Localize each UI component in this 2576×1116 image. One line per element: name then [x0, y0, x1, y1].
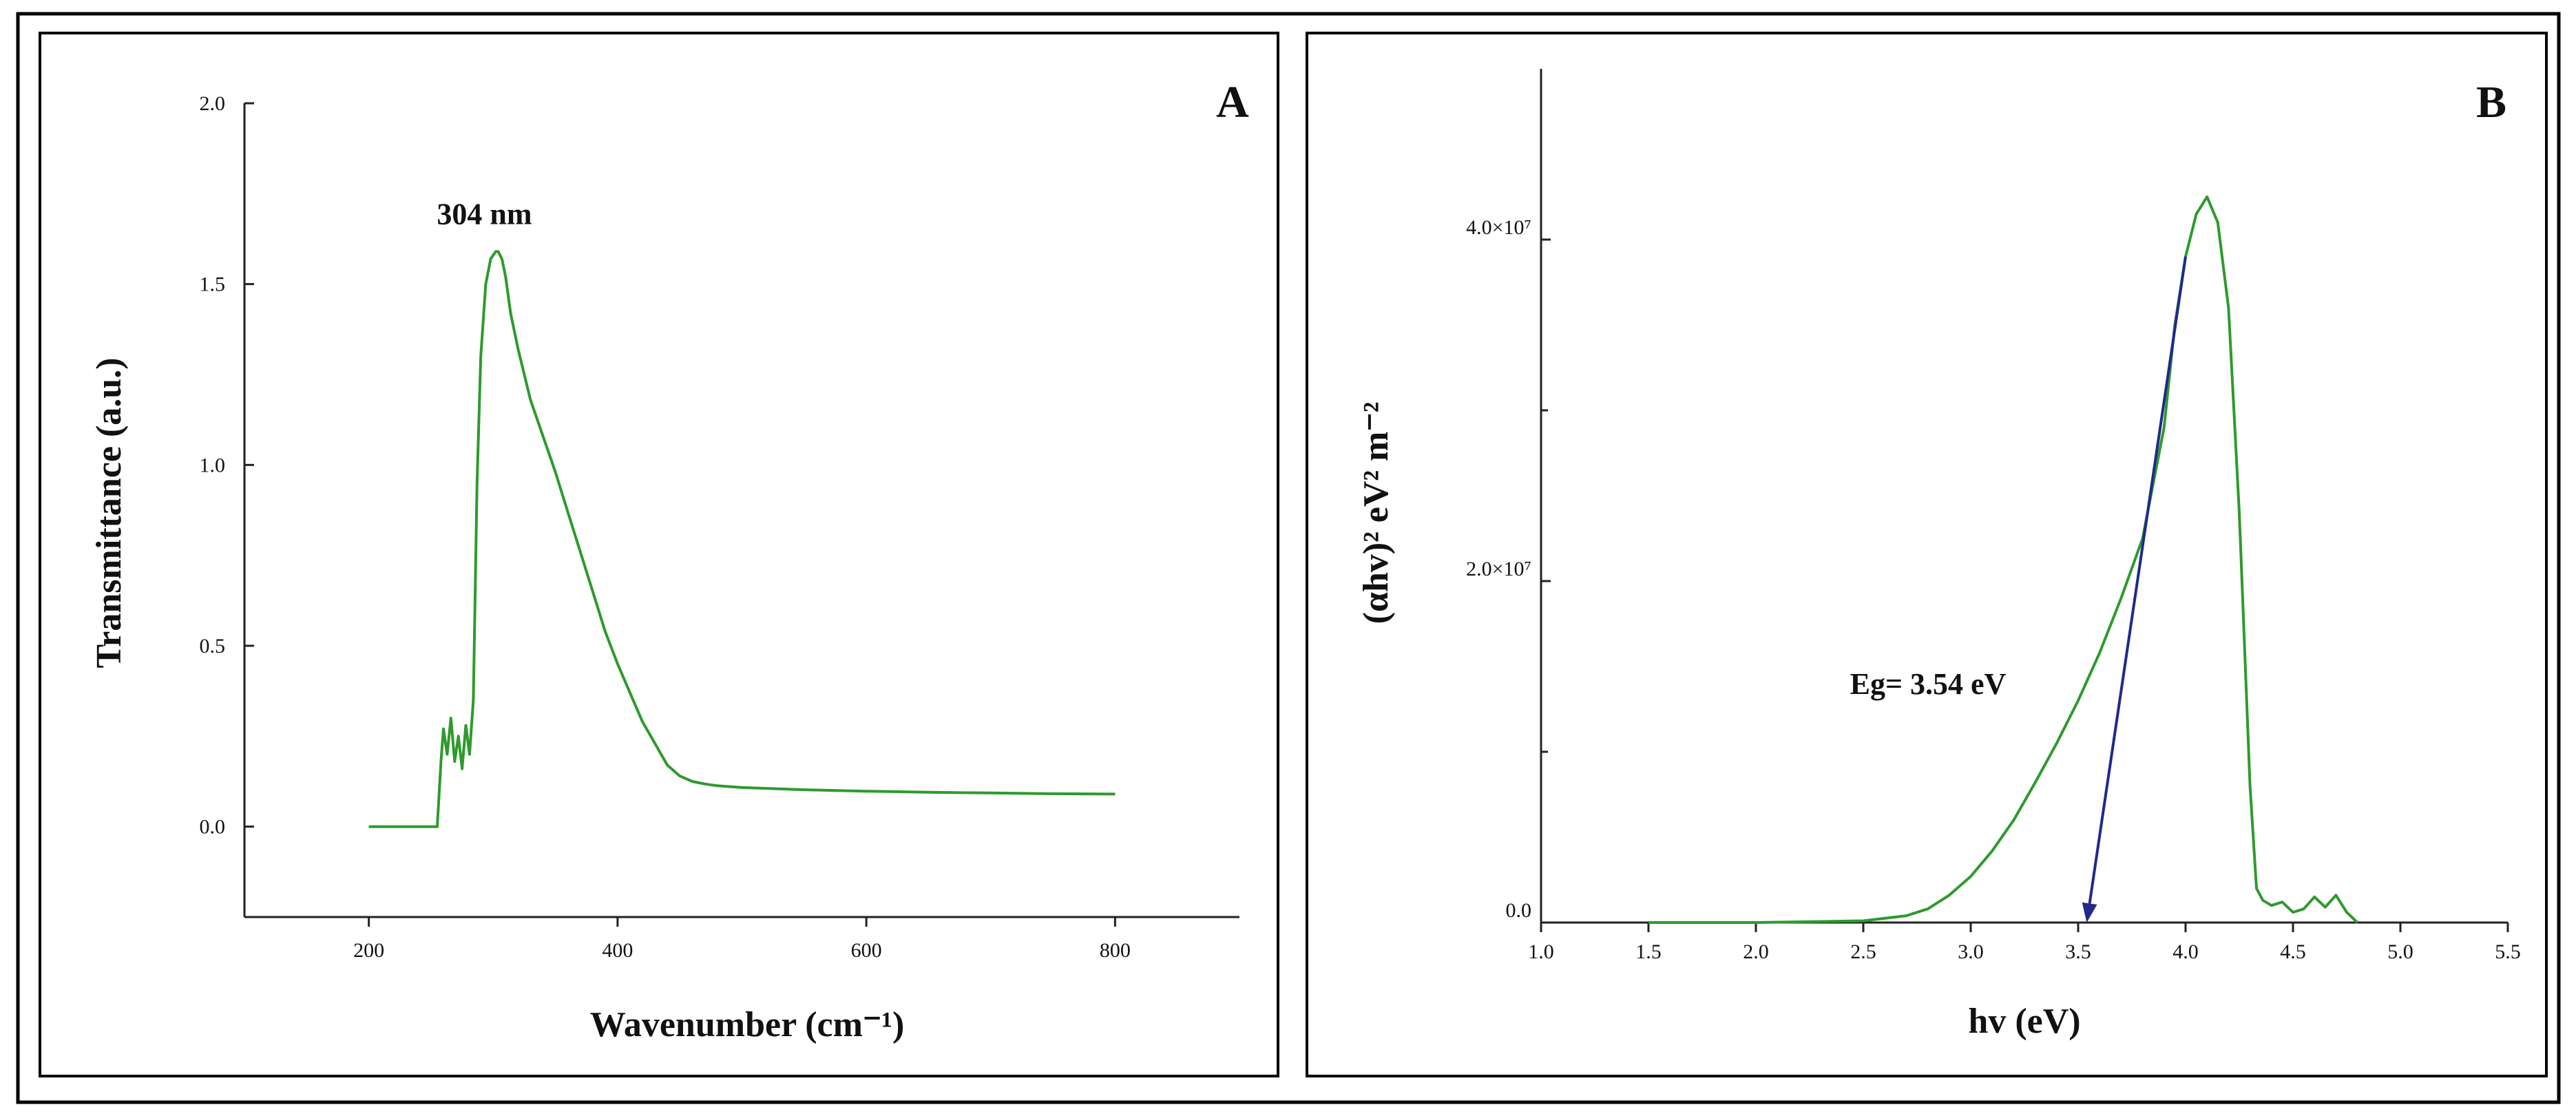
panel-a-frame	[39, 32, 1279, 1077]
panel-b-x-tick-label: 3.5	[2065, 940, 2091, 963]
panel-a-y-ticks: 0.0 0.5 1.0 1.5 2.0	[200, 92, 254, 839]
panel-b-x-tick-label: 5.0	[2387, 940, 2413, 963]
panel-a-label: A	[1216, 77, 1249, 127]
panel-b-x-tick-label: 4.0	[2172, 940, 2199, 963]
panel-b-x-tick-label: 4.5	[2280, 940, 2306, 963]
panel-b-x-tick-label: 1.5	[1635, 940, 1662, 963]
panel-b-x-axis-title: hv (eV)	[1968, 1002, 2080, 1041]
panel-a-peak-annotation: 304 nm	[437, 197, 532, 231]
panel-b-tangent-arrowhead	[2082, 902, 2097, 923]
panel-a-chart: 0.0 0.5 1.0 1.5 2.0 200 400 600 800 304 nm A Wa…	[90, 77, 1249, 1044]
panel-a-x-tick-label: 400	[602, 939, 633, 962]
panel-b-frame	[1306, 32, 2548, 1077]
panel-a-y-tick-label: 1.5	[200, 273, 226, 296]
panel-a-x-tick-label: 600	[851, 939, 882, 962]
panel-b-x-tick-label: 2.5	[1850, 940, 1876, 963]
panel-b-y-tick-label: 4.0×10⁷	[1466, 216, 1531, 239]
panel-b-label: B	[2476, 77, 2506, 127]
panel-a-x-axis-title: Wavenumber (cm⁻¹)	[590, 1005, 905, 1044]
panel-b-y-axis-title: (αhv)² eV² m⁻²	[1357, 402, 1396, 624]
panel-a-y-tick-label: 2.0	[200, 92, 226, 115]
panel-b-y-tick-label: 0.0	[1506, 899, 1532, 922]
panel-b-bandgap-annotation: Eg= 3.54 eV	[1850, 667, 2007, 701]
panel-b-series-line	[1648, 196, 2358, 924]
panel-a-y-tick-label: 0.0	[200, 816, 226, 839]
panel-b-x-tick-label: 3.0	[1958, 940, 1984, 963]
panel-a-y-axis-title: Transmittance (a.u.)	[90, 357, 129, 668]
panel-b-x-tick-label: 1.0	[1528, 940, 1554, 963]
panel-a-x-tick-label: 200	[353, 939, 384, 962]
figure-outer-frame	[16, 12, 2561, 1104]
panel-b-tangent-line	[2088, 256, 2187, 904]
panel-b-x-ticks: 1.0 1.5 2.0 2.5 3.0 3.5 4.0 4.5 5.0 5.5	[1528, 923, 2521, 963]
panel-a-y-tick-label: 1.0	[200, 454, 226, 476]
panel-b-y-ticks: 0.0 2.0×10⁷ 4.0×10⁷	[1466, 216, 1551, 924]
panel-a-series-line	[368, 250, 1116, 828]
panel-b-chart: 0.0 2.0×10⁷ 4.0×10⁷ 1.0 1.5 2.0 2.5 3.0 3.5 4.0 4…	[1357, 69, 2521, 1041]
panel-b-y-tick-label: 2.0×10⁷	[1466, 558, 1531, 580]
panel-a-x-ticks: 200 400 600 800	[353, 917, 1131, 962]
panel-a-x-tick-label: 800	[1100, 939, 1131, 962]
panel-b-x-tick-label: 2.0	[1743, 940, 1769, 963]
panel-a-y-tick-label: 0.5	[200, 635, 226, 657]
panel-b-x-tick-label: 5.5	[2495, 940, 2521, 963]
